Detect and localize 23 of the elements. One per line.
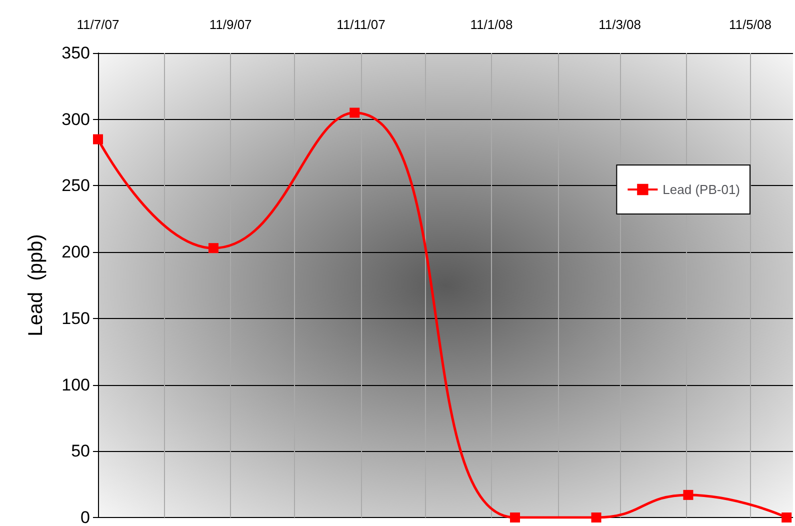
y-tick-label: 50 — [71, 442, 90, 461]
y-tick-label: 300 — [62, 110, 90, 129]
point — [782, 512, 792, 522]
y-tick-label: 0 — [80, 508, 90, 526]
x-tick-label: 11/11/07 — [336, 17, 386, 32]
x-tick-label: 11/9/07 — [209, 17, 252, 32]
legend-label: Lead (PB-01) — [662, 182, 740, 197]
x-tick-label: 11/1/08 — [470, 17, 513, 32]
x-tick-label: 11/7/07 — [76, 17, 120, 32]
x-tick-label: 11/5/08 — [729, 17, 772, 32]
y-tick-label: 350 — [62, 44, 90, 62]
y-tick-label: 200 — [62, 242, 90, 262]
point — [510, 512, 520, 522]
y-tick-label: 250 — [62, 176, 90, 196]
point — [591, 512, 602, 522]
point — [683, 490, 694, 500]
point — [208, 243, 218, 254]
y-tick-label: 100 — [62, 375, 90, 394]
point — [350, 108, 360, 118]
y-tick-label: 150 — [62, 308, 90, 328]
x-tick-label: 11/3/08 — [598, 17, 641, 32]
point — [93, 134, 103, 144]
y-axis-title: Lead (ppb) — [25, 234, 47, 336]
